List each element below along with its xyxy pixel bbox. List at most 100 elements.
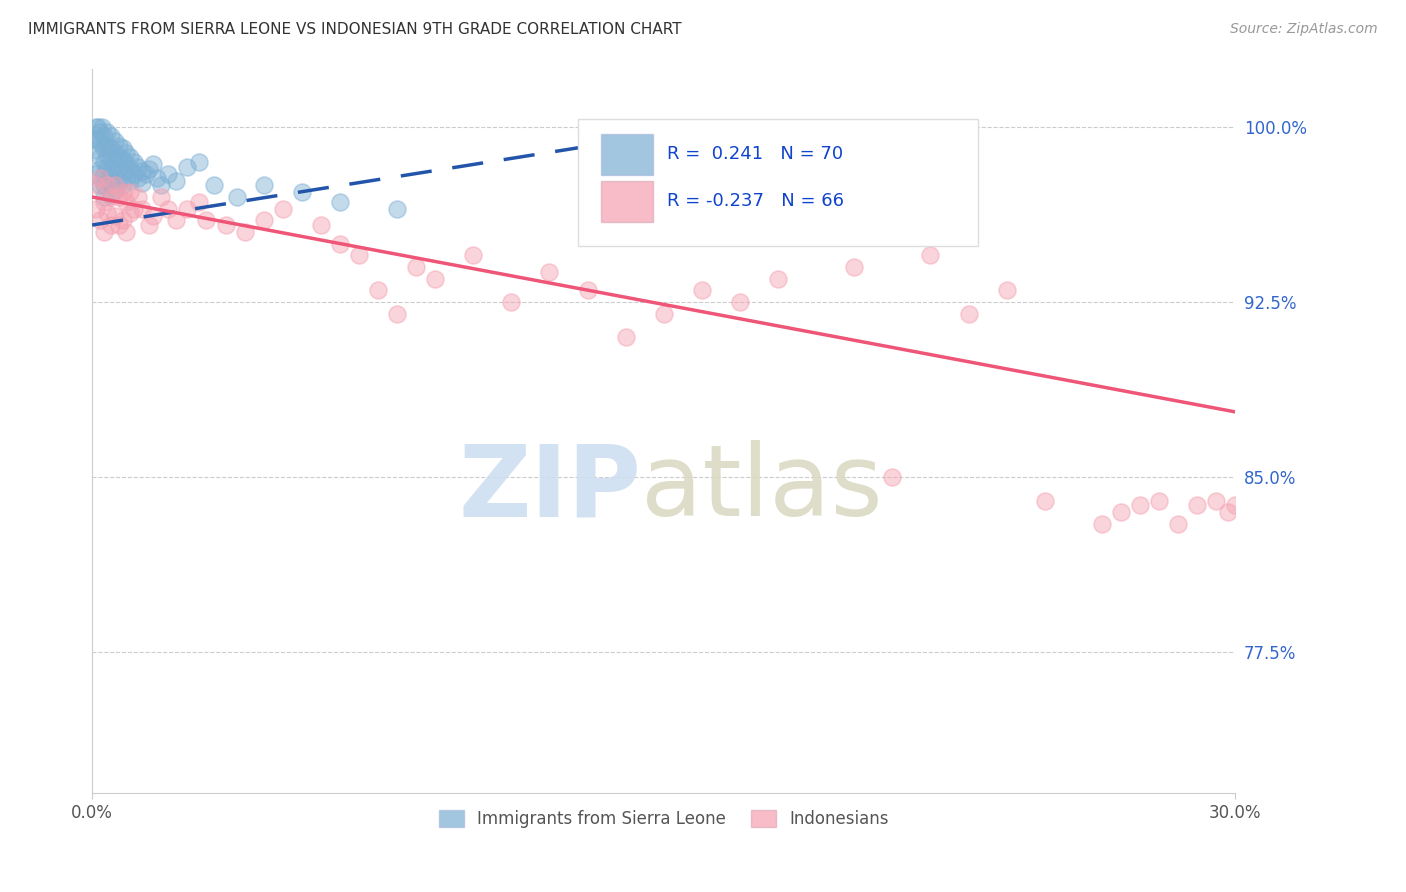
Point: [501, 295, 523, 310]
Point: [108, 190, 131, 204]
Point: [108, 150, 131, 164]
Point: [108, 218, 131, 232]
Point: [96, 178, 118, 193]
Point: [120, 186, 142, 200]
Point: [120, 161, 142, 176]
Point: [1033, 493, 1056, 508]
Point: [157, 167, 180, 181]
Point: [111, 141, 134, 155]
Point: [93, 141, 115, 155]
Point: [423, 272, 446, 286]
Point: [96, 160, 118, 174]
Point: [157, 202, 180, 216]
Point: [142, 209, 165, 223]
Point: [115, 225, 138, 239]
Point: [115, 157, 138, 171]
Point: [127, 190, 149, 204]
Point: [122, 155, 145, 169]
Point: [131, 176, 153, 190]
Point: [538, 265, 561, 279]
Point: [104, 178, 127, 193]
Point: [576, 284, 599, 298]
Point: [104, 209, 127, 223]
Point: [202, 178, 225, 193]
Point: [96, 138, 118, 153]
Point: [89, 171, 111, 186]
Point: [309, 218, 332, 232]
Point: [1167, 516, 1189, 531]
Legend: Immigrants from Sierra Leone, Indonesians: Immigrants from Sierra Leone, Indonesian…: [432, 804, 896, 835]
Point: [100, 176, 122, 190]
Point: [90, 120, 112, 134]
Point: [93, 167, 115, 181]
Point: [131, 164, 153, 178]
Point: [111, 186, 134, 200]
Y-axis label: 9th Grade: 9th Grade: [0, 392, 7, 469]
Point: [100, 187, 122, 202]
Point: [108, 174, 131, 188]
Point: [122, 202, 145, 216]
Point: [149, 190, 172, 204]
Point: [1205, 493, 1227, 508]
Text: IMMIGRANTS FROM SIERRA LEONE VS INDONESIAN 9TH GRADE CORRELATION CHART: IMMIGRANTS FROM SIERRA LEONE VS INDONESI…: [28, 22, 682, 37]
Point: [271, 202, 294, 216]
Point: [104, 183, 127, 197]
Point: [122, 167, 145, 181]
Point: [96, 125, 118, 139]
Point: [920, 248, 942, 262]
Point: [84, 143, 107, 157]
Point: [89, 136, 111, 151]
Point: [1147, 493, 1170, 508]
Point: [149, 178, 172, 193]
Point: [93, 194, 115, 209]
Point: [652, 307, 675, 321]
Text: R = -0.237   N = 66: R = -0.237 N = 66: [668, 192, 844, 210]
Point: [253, 213, 276, 227]
Point: [93, 190, 115, 204]
Point: [195, 213, 218, 227]
FancyBboxPatch shape: [600, 181, 654, 222]
Point: [120, 206, 142, 220]
Point: [108, 138, 131, 153]
Point: [385, 307, 408, 321]
Point: [576, 178, 599, 193]
Point: [1225, 499, 1247, 513]
Point: [728, 295, 751, 310]
Point: [176, 202, 198, 216]
Point: [367, 284, 389, 298]
Point: [100, 190, 122, 204]
Point: [96, 148, 118, 162]
Point: [84, 178, 107, 193]
Point: [111, 153, 134, 167]
Point: [100, 153, 122, 167]
Point: [115, 145, 138, 160]
Point: [89, 213, 111, 227]
Point: [385, 202, 408, 216]
Point: [329, 194, 352, 209]
Point: [1185, 499, 1208, 513]
Point: [120, 174, 142, 188]
Point: [1091, 516, 1114, 531]
Point: [187, 155, 209, 169]
Point: [165, 174, 187, 188]
Point: [165, 213, 187, 227]
Point: [93, 178, 115, 193]
Point: [127, 160, 149, 174]
Point: [89, 150, 111, 164]
Point: [1129, 499, 1152, 513]
Point: [614, 330, 637, 344]
Point: [100, 129, 122, 144]
Point: [104, 145, 127, 160]
Point: [83, 131, 105, 145]
Point: [120, 150, 142, 164]
Point: [87, 131, 110, 145]
Point: [89, 125, 111, 139]
Point: [111, 178, 134, 193]
Point: [100, 218, 122, 232]
Point: [108, 161, 131, 176]
Point: [146, 171, 169, 186]
Point: [995, 284, 1018, 298]
Point: [135, 167, 157, 181]
Point: [882, 470, 904, 484]
Point: [104, 171, 127, 186]
